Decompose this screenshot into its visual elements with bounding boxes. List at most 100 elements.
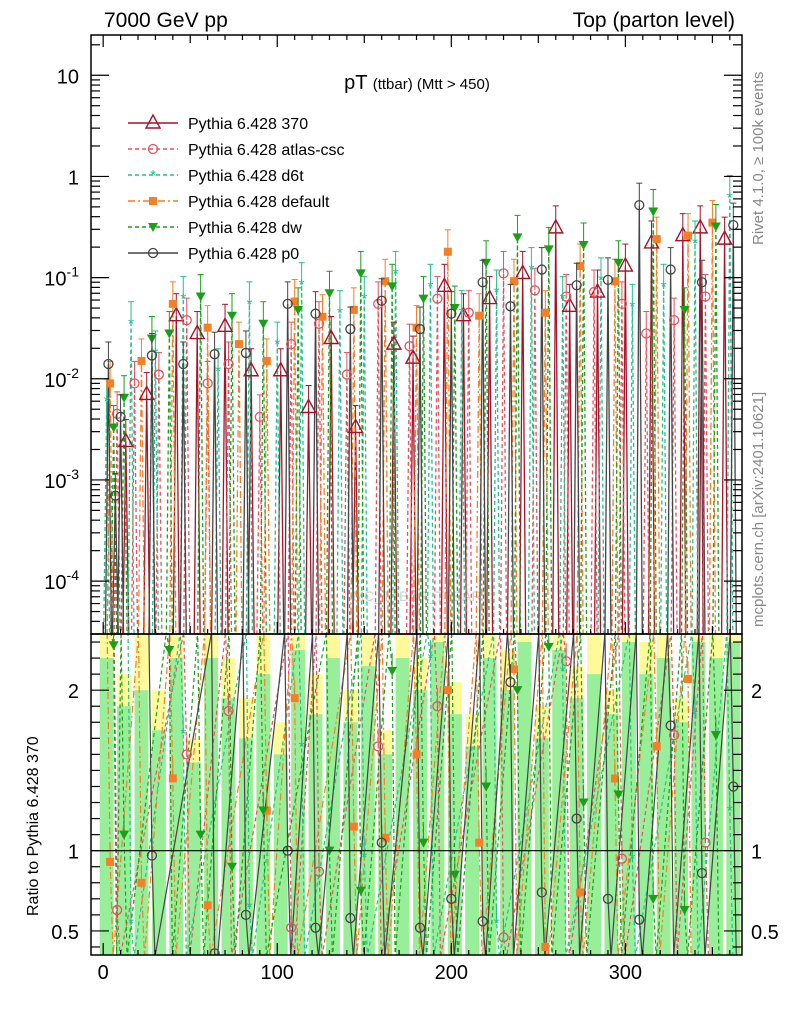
data-point-dw	[355, 269, 366, 279]
legend-marker-p370	[144, 113, 162, 129]
data-point-p370	[117, 431, 134, 448]
data-point-p0	[571, 280, 582, 291]
data-point-dw	[293, 305, 304, 315]
data-point-dw	[481, 258, 492, 268]
ratio-point-p0	[376, 837, 387, 848]
data-point-p0	[505, 301, 516, 312]
ratio-series-markers: * * * * * * * * * * *	[106, 634, 739, 955]
data-point-d6t: *	[494, 284, 500, 301]
ratio-point-dw	[355, 886, 366, 896]
plot-title-main: pT	[344, 72, 367, 94]
data-point-dw	[613, 258, 624, 268]
ratio-point-p0	[477, 916, 488, 927]
legend-marker-default	[149, 197, 157, 205]
data-point-default	[509, 277, 518, 286]
data-point-p370	[138, 384, 155, 401]
legend-label-d6t: Pythia 6.428 d6t	[188, 168, 304, 185]
data-point-atlascsc	[202, 378, 213, 389]
data-point-default	[349, 305, 358, 314]
y-tick-label: 10-3	[44, 466, 79, 493]
data-point-p370	[300, 398, 317, 414]
ratio-point-dw	[258, 806, 269, 816]
ratio-point-dw	[512, 686, 523, 696]
data-point-p0	[728, 219, 739, 231]
ratio-y-tick-label-right: 2	[751, 681, 762, 703]
data-point-d6t: *	[428, 278, 434, 295]
data-point-default	[381, 277, 390, 286]
ratio-y-tick-label: 2	[68, 681, 79, 703]
ratio-point-p0	[536, 887, 547, 898]
data-point-default	[576, 262, 585, 271]
data-point-atlascsc	[588, 286, 600, 298]
ratio-point-default	[381, 833, 390, 842]
ratio-point-d6t: *	[692, 706, 698, 723]
data-point-default	[262, 356, 271, 365]
ratio-point-default	[290, 694, 299, 703]
data-point-default	[168, 299, 177, 308]
ratio-point-default	[168, 774, 177, 783]
legend-label-p0: Pythia 6.428 p0	[188, 246, 299, 263]
data-point-atlascsc	[463, 307, 474, 318]
data-point-p0	[310, 308, 321, 319]
ratio-point-d6t: *	[560, 663, 566, 680]
ratio-band-green	[151, 730, 166, 955]
data-point-d6t: *	[393, 265, 399, 282]
plot-title: pT (ttbar) (Mtt > 450)	[344, 72, 490, 94]
ratio-band-green	[482, 658, 497, 955]
data-point-default	[318, 312, 327, 321]
ratio-point-dw	[481, 782, 492, 792]
data-point-atlascsc	[432, 293, 443, 304]
ratio-point-dw	[578, 798, 589, 808]
data-point-atlascsc	[286, 338, 297, 350]
data-point-atlascsc	[561, 291, 572, 302]
data-point-atlascsc	[700, 291, 711, 302]
data-point-dw	[543, 245, 554, 255]
ratio-band-green	[395, 658, 410, 955]
data-point-atlascsc	[641, 328, 652, 339]
legend-label-atlascsc: Pythia 6.428 atlas-csc	[188, 142, 345, 159]
ratio-point-dw	[710, 731, 721, 741]
ratio-band-green	[186, 762, 201, 955]
ratio-point-p0	[446, 893, 457, 904]
data-point-p370	[189, 324, 206, 340]
data-point-p0	[665, 264, 676, 275]
ratio-point-atlascsc	[111, 904, 123, 916]
main-series-markers: *********************	[103, 174, 739, 501]
ratio-point-default	[412, 750, 421, 759]
ratio-point-dw	[164, 646, 175, 656]
data-point-dw	[710, 222, 721, 232]
ratio-band-green	[343, 722, 358, 955]
ratio-point-d6t: *	[428, 650, 434, 667]
legend-marker-d6t: *	[150, 167, 156, 184]
data-point-default	[137, 356, 146, 365]
y-tick-label: 10-2	[44, 365, 79, 392]
ratio-point-p0	[696, 867, 708, 879]
data-point-p0	[240, 347, 252, 359]
ratio-band-green	[99, 658, 114, 955]
data-point-default	[106, 379, 115, 388]
ratio-point-p0	[240, 909, 252, 921]
rivet-label: Rivet 4.1.0, ≥ 100k events	[750, 72, 767, 245]
ratio-point-atlascsc	[616, 853, 628, 864]
ratio-point-default	[576, 888, 585, 897]
ratio-point-p0	[602, 893, 614, 904]
data-point-dw	[324, 289, 335, 299]
data-point-atlascsc	[668, 314, 680, 326]
ratio-point-atlascsc	[432, 701, 443, 712]
data-point-d6t: *	[299, 277, 305, 294]
legend: Pythia 6.428 370 Pythia 6.428 atlas-csc * P…	[128, 113, 345, 263]
x-tick-label: 300	[609, 962, 642, 984]
ratio-point-d6t: *	[299, 738, 305, 755]
data-point-p0	[446, 308, 457, 319]
data-point-p370	[455, 306, 472, 322]
data-point-p370	[436, 276, 453, 293]
ratio-ylabel: Ratio to Pythia 6.428 370	[25, 736, 42, 916]
legend-marker-atlascsc	[147, 143, 159, 155]
data-point-atlascsc	[616, 298, 628, 310]
data-point-p0	[376, 295, 387, 306]
ratio-point-default	[262, 806, 271, 815]
data-point-d6t: *	[459, 305, 465, 322]
data-point-p0	[602, 274, 614, 285]
data-point-atlascsc	[223, 358, 234, 370]
